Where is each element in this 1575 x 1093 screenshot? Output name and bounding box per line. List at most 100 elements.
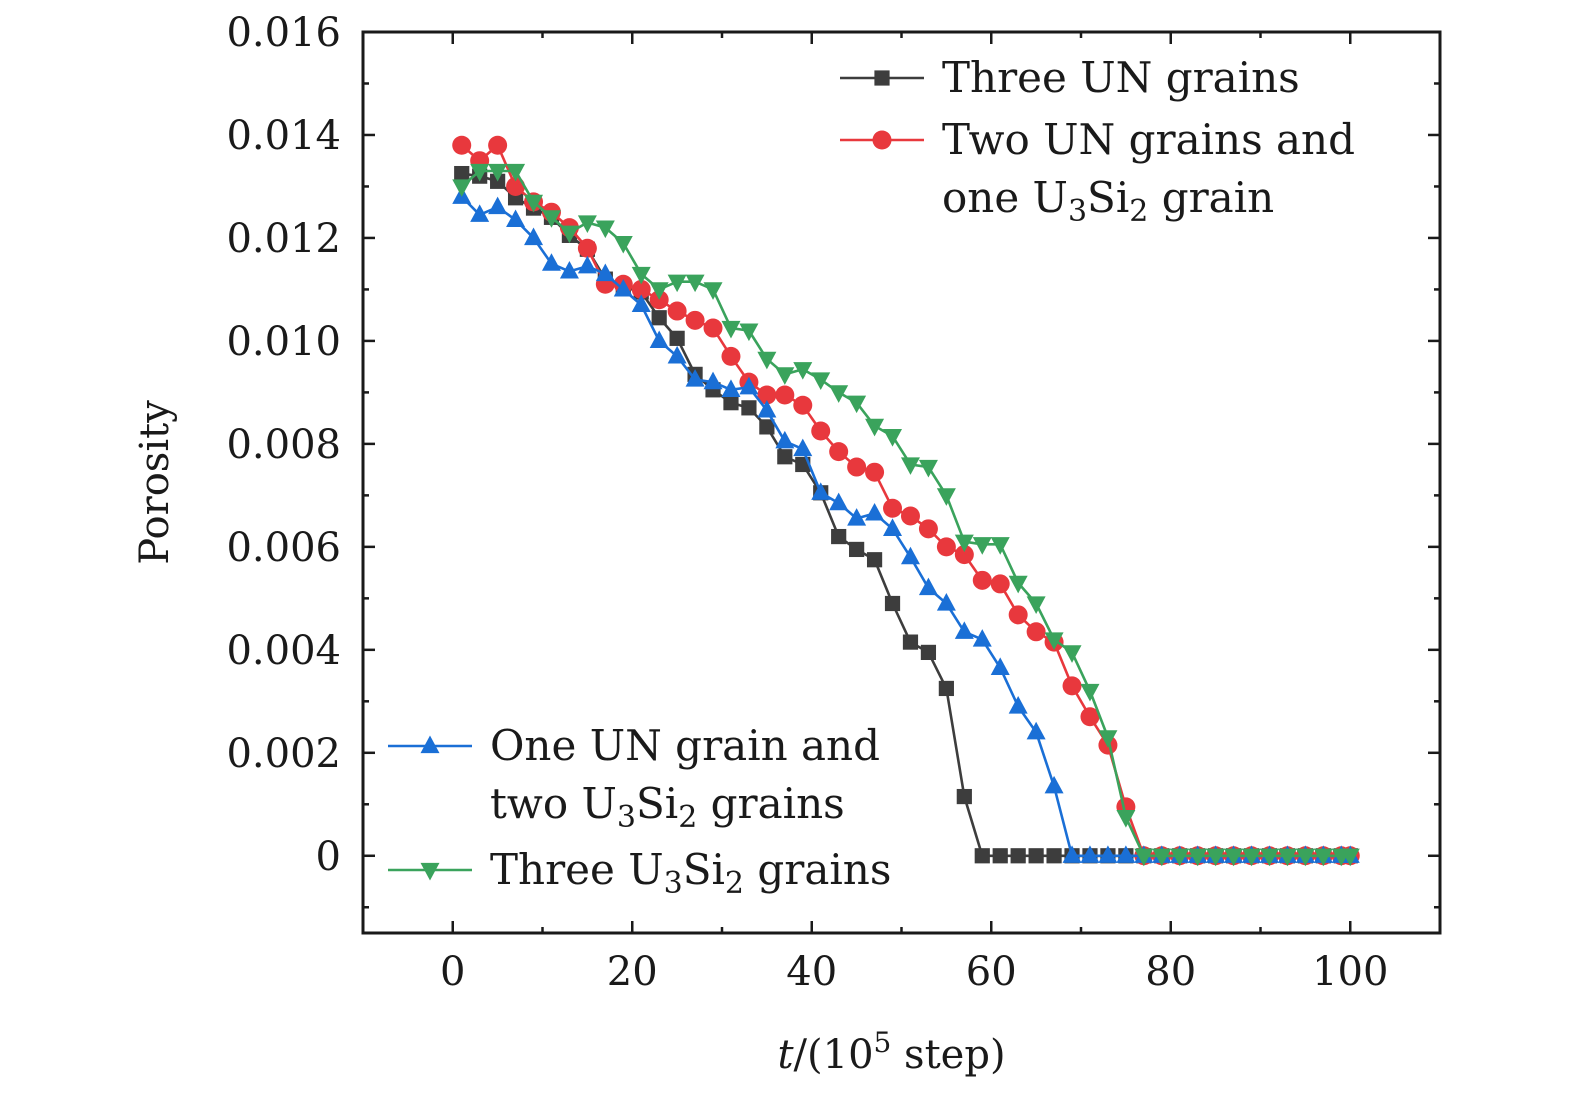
data-point [811, 372, 831, 390]
data-point [883, 498, 903, 518]
data-point [829, 385, 849, 403]
axes-ticks: 0 20 40 60 80 100 0 0.002 0.004 0.006 0.008 0.010 0.… [226, 10, 1442, 995]
data-point [1026, 596, 1046, 614]
data-point [992, 848, 1008, 864]
data-point [559, 260, 579, 279]
data-point [865, 462, 885, 482]
y-tick-label: 0.014 [226, 113, 341, 159]
data-point [741, 400, 757, 416]
data-point [918, 577, 938, 596]
data-point [649, 282, 669, 300]
data-point [775, 430, 795, 449]
data-point [667, 274, 687, 293]
data-point [1170, 848, 1190, 867]
data-point [990, 657, 1010, 675]
data-point [1224, 848, 1244, 867]
legend: Three UN grains Two UN grains and one U3Si… [388, 53, 1355, 901]
x-axis-label-open: /(10 [794, 1032, 874, 1078]
y-tick-label: 0.012 [226, 216, 341, 262]
data-point [667, 301, 687, 321]
data-point [703, 371, 723, 390]
y-tick-label: 0.008 [226, 422, 341, 468]
series-4 [452, 163, 1360, 867]
y-tick-label: 0.010 [226, 319, 341, 365]
data-point [990, 574, 1010, 594]
data-point [1046, 848, 1062, 864]
data-point [739, 323, 759, 342]
data-point [918, 519, 938, 539]
data-point [1340, 848, 1360, 867]
data-point [577, 215, 597, 233]
data-point [757, 351, 777, 370]
data-point [631, 279, 651, 299]
x-tick-label: 0 [440, 949, 465, 995]
legend-marker [420, 735, 440, 754]
data-point [613, 278, 633, 297]
series-group [452, 135, 1360, 867]
data-point [721, 346, 741, 366]
data-point [954, 621, 974, 639]
legend-label: one U3Si2 grain [942, 173, 1274, 229]
x-tick-label: 40 [786, 949, 837, 995]
data-point [972, 570, 992, 590]
data-point [721, 320, 741, 339]
data-point [1044, 632, 1064, 650]
data-point [793, 395, 813, 415]
data-point [793, 362, 813, 380]
legend-label: One UN grain and [490, 721, 880, 770]
data-point [1062, 676, 1082, 696]
data-point [524, 194, 544, 213]
legend-entry-one-un-two-u3si2: One UN grain and two U3Si2 grains [388, 721, 880, 835]
data-point [847, 457, 867, 477]
data-point [721, 379, 741, 397]
data-point [1028, 848, 1044, 864]
data-point [759, 419, 775, 435]
data-point [777, 449, 793, 465]
data-point [452, 179, 472, 197]
data-point [865, 502, 885, 521]
data-point [883, 518, 903, 536]
data-point [488, 135, 508, 155]
legend-marker [872, 130, 892, 150]
y-tick-label: 0 [316, 834, 341, 880]
data-point [1313, 848, 1333, 867]
data-point [667, 345, 687, 364]
data-point [936, 537, 956, 557]
data-point [470, 204, 490, 222]
data-point [866, 552, 883, 568]
data-point [757, 385, 777, 405]
data-point [902, 634, 919, 650]
data-point [847, 508, 867, 526]
data-point [900, 457, 920, 475]
data-point [918, 459, 938, 478]
data-point [577, 238, 597, 258]
data-point [631, 294, 651, 312]
y-axis-label: Porosity [132, 400, 178, 565]
data-point [956, 788, 972, 805]
data-point [829, 492, 849, 511]
legend-entry-three-un: Three UN grains [840, 53, 1300, 102]
data-point [685, 369, 705, 387]
data-point [775, 385, 795, 405]
data-point [631, 266, 651, 285]
data-point [1259, 848, 1279, 867]
data-point [541, 253, 561, 271]
data-point [1188, 848, 1208, 867]
x-axis-label-var: t [777, 1032, 794, 1078]
data-point [900, 506, 920, 526]
data-point [1242, 848, 1262, 867]
data-point [1080, 707, 1100, 727]
legend-label: Two UN grains and [942, 115, 1355, 164]
data-point [1277, 848, 1297, 867]
data-point [1062, 645, 1082, 663]
data-point [470, 163, 490, 182]
y-tick-label: 0.004 [226, 628, 341, 674]
legend-marker [420, 862, 440, 881]
data-point [900, 546, 920, 565]
data-point [613, 235, 633, 254]
data-point [1206, 848, 1226, 867]
legend-label: Three U3Si2 grains [490, 845, 891, 901]
data-point [559, 225, 579, 244]
data-point [1116, 810, 1136, 828]
data-point [1098, 730, 1118, 748]
